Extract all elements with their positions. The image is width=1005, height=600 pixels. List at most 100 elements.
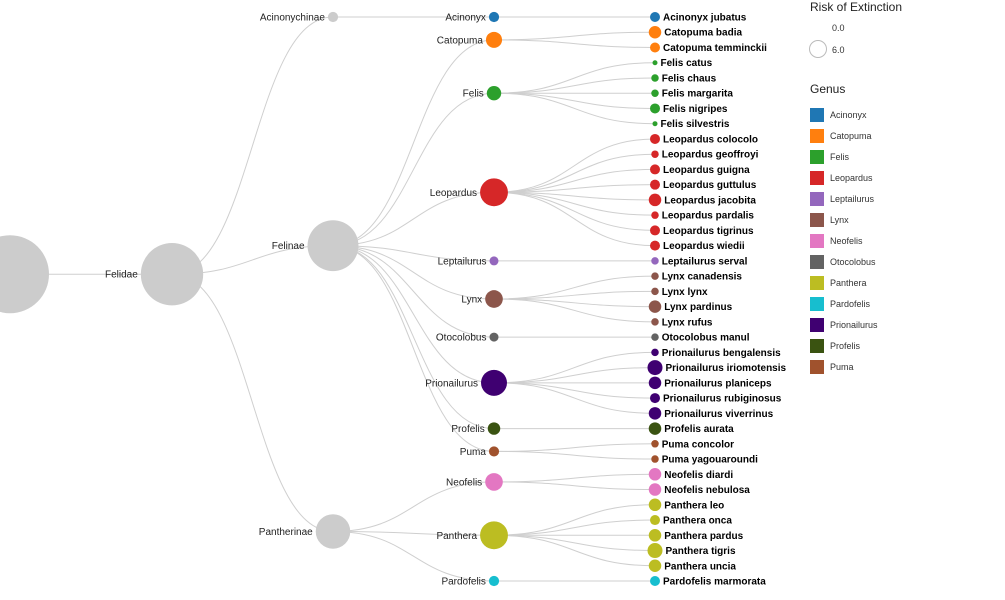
tree-link (332, 245, 495, 384)
species-label: Panthera onca (663, 516, 732, 527)
tree-link (493, 77, 656, 94)
tree-link (493, 450, 656, 460)
species-label: Felis nigripes (663, 104, 728, 115)
species-label: Puma yagouaroundi (662, 455, 758, 466)
species-label: Acinonyx jubatus (663, 13, 747, 24)
size-legend-title: Risk of Extinction (810, 0, 903, 14)
size-min-label: 0.0 (832, 23, 845, 33)
species-label: Catopuma badia (664, 28, 742, 39)
species-node (650, 133, 660, 144)
species-label: Leopardus jacobita (664, 195, 756, 206)
species-node (648, 193, 662, 207)
genus-legend-label: Pardofelis (830, 298, 871, 309)
tree-link (493, 351, 656, 384)
genus-legend-item: Panthera (810, 272, 1000, 293)
species-label: Lynx pardinus (664, 302, 732, 313)
root-node (0, 235, 49, 314)
genus-node (485, 290, 503, 308)
tree-link (332, 481, 495, 532)
size-max-label: 6.0 (832, 45, 845, 55)
genus-label: Leopardus (430, 188, 477, 199)
tree-link (493, 382, 656, 414)
genus-node (480, 521, 508, 550)
species-label: Prionailurus bengalensis (662, 348, 781, 359)
species-label: Felis catus (661, 58, 713, 69)
genus-node (485, 473, 503, 491)
species-node (648, 498, 662, 512)
genus-node (488, 575, 500, 587)
genus-node (488, 446, 500, 457)
species-node (648, 300, 662, 313)
species-node (650, 576, 660, 586)
species-node (652, 60, 658, 66)
species-node (648, 483, 662, 496)
genus-legend-label: Panthera (830, 277, 867, 288)
tree-link (493, 481, 656, 491)
species-node (650, 240, 660, 251)
species-node (651, 287, 659, 296)
species-node (651, 348, 659, 357)
species-label: Neofelis diardi (664, 470, 733, 481)
species-node (647, 543, 663, 559)
species-label: Leopardus geoffroyi (662, 150, 759, 161)
genus-legend-item: Lynx (810, 209, 1000, 230)
genus-label: Acinonyx (445, 13, 486, 24)
genus-node (485, 31, 503, 48)
genus-label: Neofelis (446, 477, 482, 488)
genus-legend-item: Pardofelis (810, 293, 1000, 314)
species-label: Pardofelis marmorata (663, 577, 766, 588)
species-label: Neofelis nebulosa (664, 485, 750, 496)
species-label: Leptailurus serval (662, 256, 748, 267)
genus-legend-item: Acinonyx (810, 104, 1000, 125)
genus-label: Prionailurus (425, 378, 478, 389)
group-node (327, 11, 339, 23)
genus-legend-label: Acinonyx (830, 109, 867, 120)
tree-link (171, 273, 334, 532)
tree-link (493, 534, 656, 552)
genus-swatch (810, 338, 824, 353)
genus-swatch (810, 128, 824, 143)
size-legend-max: 6.0 (809, 40, 1000, 60)
genus-legend-label: Felis (830, 151, 850, 162)
genus-label: Felis (463, 89, 484, 100)
species-node (650, 225, 660, 236)
genus-label: Pardofelis (441, 577, 485, 588)
species-node (650, 179, 660, 190)
species-label: Panthera pardus (664, 531, 743, 542)
species-label: Puma concolor (662, 439, 734, 450)
species-node (648, 559, 662, 573)
species-label: Leopardus tigrinus (663, 226, 754, 237)
genus-swatch (810, 254, 824, 269)
tree-link (493, 290, 656, 300)
species-label: Panthera tigris (666, 546, 736, 557)
genus-swatch (810, 359, 824, 374)
genus-node (487, 422, 501, 435)
tree-link (493, 473, 656, 483)
tree-link (332, 245, 495, 300)
tree-link (332, 245, 495, 430)
species-label: Panthera leo (664, 500, 724, 511)
species-label: Profelis aurata (664, 424, 734, 435)
species-label: Lynx rufus (662, 317, 713, 328)
genus-legend-item: Felis (810, 146, 1000, 167)
genus-label: Leptailurus (438, 256, 487, 267)
species-node (651, 318, 659, 326)
species-label: Prionailurus rubiginosus (663, 394, 782, 405)
genus-swatch (810, 212, 824, 227)
group-node (315, 514, 351, 549)
species-node (651, 440, 659, 448)
genus-legend-item: Prionailurus (810, 314, 1000, 335)
genus-legend-item: Leopardus (810, 167, 1000, 188)
species-label: Leopardus guttulus (663, 180, 757, 191)
species-label: Panthera uncia (664, 561, 736, 572)
genus-legend-item: Leptailurus (810, 188, 1000, 209)
genus-legend-label: Prionailurus (830, 319, 878, 330)
genus-node (481, 369, 507, 396)
species-node (650, 12, 660, 22)
genus-legend-title: Genus (810, 82, 846, 96)
species-label: Felis chaus (662, 73, 717, 84)
tree-link (332, 245, 495, 338)
genus-legend-label: Profelis (830, 340, 861, 351)
species-node (651, 211, 659, 219)
species-node (648, 376, 662, 390)
